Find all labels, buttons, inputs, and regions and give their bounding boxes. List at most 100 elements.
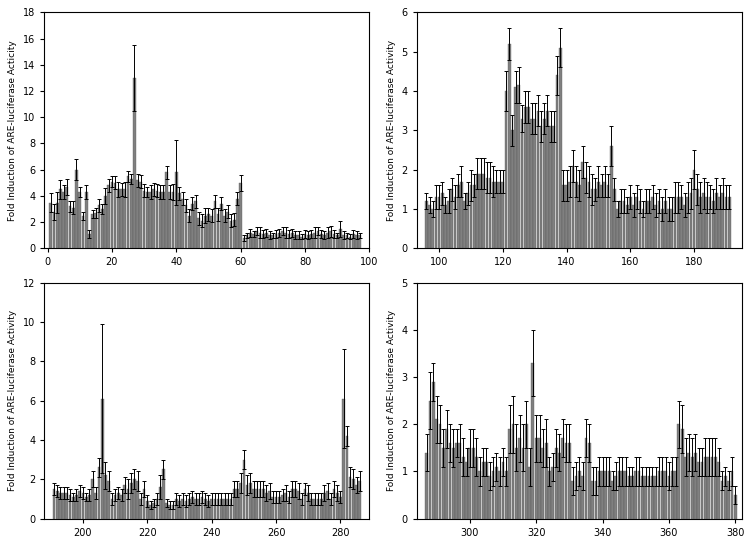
Bar — [75, 495, 78, 519]
Bar — [559, 48, 562, 248]
Bar — [601, 471, 604, 519]
Bar — [155, 191, 158, 248]
Bar — [323, 493, 326, 519]
Bar — [495, 181, 498, 248]
Bar — [81, 493, 84, 519]
Bar — [63, 493, 65, 519]
Bar — [483, 174, 485, 248]
Bar — [278, 497, 280, 519]
Bar — [575, 476, 578, 519]
Bar — [162, 470, 165, 519]
Bar — [239, 183, 242, 248]
Bar — [304, 489, 306, 519]
Bar — [349, 477, 351, 519]
Bar — [605, 471, 607, 519]
Bar — [165, 173, 168, 248]
Bar — [673, 197, 676, 248]
Bar — [268, 491, 271, 519]
Bar — [555, 448, 557, 519]
Bar — [88, 234, 90, 248]
Bar — [441, 193, 443, 248]
Bar — [688, 453, 690, 519]
Bar — [139, 499, 143, 519]
Bar — [475, 457, 478, 519]
Bar — [428, 401, 431, 519]
Bar — [725, 197, 728, 248]
Bar — [530, 118, 533, 248]
Bar — [175, 499, 178, 519]
Bar — [297, 235, 300, 248]
Bar — [565, 443, 568, 519]
Bar — [314, 499, 316, 519]
Bar — [498, 471, 501, 519]
Bar — [538, 438, 541, 519]
Bar — [198, 218, 200, 248]
Bar — [56, 491, 59, 519]
Bar — [671, 471, 673, 519]
Bar — [627, 476, 630, 519]
Bar — [548, 471, 551, 519]
Bar — [535, 438, 538, 519]
Bar — [136, 180, 139, 248]
Bar — [634, 471, 637, 519]
Bar — [467, 193, 469, 248]
Bar — [465, 462, 468, 519]
Bar — [246, 485, 249, 519]
Bar — [188, 216, 191, 248]
Bar — [204, 216, 207, 248]
Bar — [358, 481, 361, 519]
Bar — [611, 481, 614, 519]
Bar — [104, 476, 107, 519]
Bar — [124, 485, 126, 519]
Bar — [600, 186, 603, 248]
Bar — [281, 232, 284, 248]
Bar — [449, 443, 452, 519]
Bar — [677, 197, 679, 248]
Bar — [498, 181, 501, 248]
Bar — [107, 481, 110, 519]
Bar — [111, 181, 113, 248]
Bar — [661, 471, 664, 519]
Bar — [533, 118, 536, 248]
Bar — [734, 495, 737, 519]
Bar — [294, 235, 297, 248]
Bar — [342, 235, 345, 248]
Bar — [259, 489, 262, 519]
Bar — [710, 457, 713, 519]
Bar — [182, 199, 184, 248]
Bar — [707, 457, 710, 519]
Y-axis label: Fold Induction of ARE-luciferase Acticity: Fold Induction of ARE-luciferase Acticit… — [8, 40, 17, 221]
Bar — [683, 205, 686, 248]
Bar — [594, 481, 597, 519]
Bar — [508, 44, 510, 248]
Bar — [201, 221, 204, 248]
Bar — [714, 457, 717, 519]
Bar — [78, 491, 81, 519]
Bar — [581, 162, 584, 248]
Bar — [168, 505, 171, 519]
Bar — [146, 501, 149, 519]
Bar — [59, 189, 62, 248]
Bar — [562, 186, 565, 248]
Y-axis label: Fold Induction of ARE-luciferase Activity: Fold Induction of ARE-luciferase Activit… — [387, 40, 396, 221]
Bar — [223, 499, 226, 519]
Bar — [657, 471, 661, 519]
Bar — [681, 429, 684, 519]
Bar — [252, 489, 255, 519]
Bar — [262, 489, 265, 519]
Bar — [504, 91, 507, 248]
Bar — [624, 471, 627, 519]
Bar — [213, 499, 216, 519]
Bar — [717, 462, 720, 519]
Bar — [693, 170, 695, 248]
Bar — [489, 177, 492, 248]
Bar — [236, 199, 239, 248]
Bar — [133, 78, 136, 248]
Bar — [294, 489, 297, 519]
Bar — [445, 429, 448, 519]
Bar — [537, 111, 539, 248]
Bar — [721, 481, 723, 519]
Bar — [591, 481, 594, 519]
Bar — [168, 192, 171, 248]
Bar — [581, 476, 584, 519]
